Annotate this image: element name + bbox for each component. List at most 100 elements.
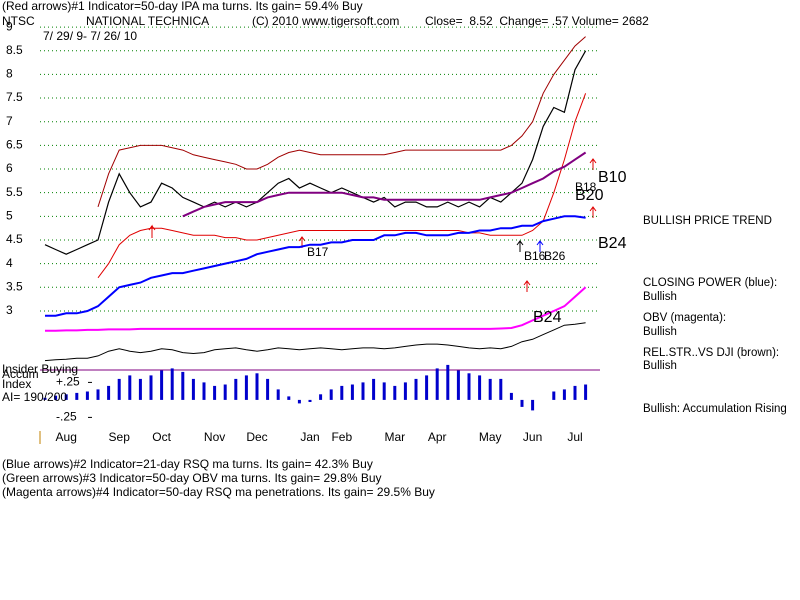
bar bbox=[255, 373, 259, 400]
date-range: 7/ 29/ 9- 7/ 26/ 10 bbox=[43, 29, 137, 43]
bar bbox=[117, 378, 121, 400]
footer-line: (Green arrows)#3 Indicator=50-day OBV ma… bbox=[2, 471, 382, 485]
series-line bbox=[44, 50, 587, 255]
series-line bbox=[97, 93, 587, 279]
bar bbox=[75, 392, 79, 400]
y-tick-label: 6.5 bbox=[6, 138, 23, 152]
bar bbox=[403, 382, 407, 400]
y-tick-label: 7 bbox=[6, 114, 13, 128]
annotation: B26 bbox=[544, 249, 566, 263]
bar bbox=[138, 378, 142, 400]
copyright: (C) 2010 www.tigersoft.com bbox=[252, 14, 399, 28]
series-line bbox=[45, 215, 586, 317]
y-tick-label: +.25 bbox=[56, 375, 80, 389]
bar bbox=[584, 384, 588, 400]
company-name: NATIONAL TECHNICA bbox=[86, 14, 209, 28]
bar bbox=[446, 364, 450, 400]
footer-line: (Magenta arrows)#4 Indicator=50-day RSQ … bbox=[2, 485, 435, 499]
annotation: B18 bbox=[575, 180, 597, 194]
annotation: B16 bbox=[524, 249, 546, 263]
bar bbox=[531, 399, 535, 411]
bar bbox=[223, 384, 227, 400]
x-tick-label: Aug bbox=[56, 430, 77, 444]
symbol: NTSC bbox=[2, 14, 35, 28]
bar bbox=[350, 384, 354, 400]
y-tick-label: 5.5 bbox=[6, 185, 23, 199]
x-tick-label: Apr bbox=[428, 430, 447, 444]
side-label: BULLISH PRICE TREND bbox=[643, 215, 772, 227]
bar bbox=[509, 392, 513, 400]
bar bbox=[329, 389, 333, 400]
side-label: REL.STR..VS DJI (brown): bbox=[643, 347, 779, 359]
x-tick-label: Oct bbox=[152, 430, 171, 444]
bar bbox=[107, 385, 111, 400]
bar bbox=[393, 385, 397, 400]
y-tick-label: 6 bbox=[6, 161, 13, 175]
side-label: Bullish bbox=[643, 360, 677, 372]
side-label: OBV (magenta): bbox=[643, 312, 726, 324]
bar bbox=[435, 368, 439, 400]
bar bbox=[96, 389, 100, 400]
y-tick-label: 3 bbox=[6, 303, 13, 317]
x-tick-label: Dec bbox=[246, 430, 267, 444]
bar bbox=[244, 375, 248, 400]
bar bbox=[573, 385, 577, 400]
annotation: B17 bbox=[307, 245, 329, 259]
bar bbox=[499, 378, 503, 400]
x-tick-label: Nov bbox=[204, 430, 225, 444]
bar bbox=[562, 389, 566, 400]
bar bbox=[85, 391, 89, 400]
panel-label: AI= 190/200 bbox=[2, 390, 67, 404]
side-label: CLOSING POWER (blue): bbox=[643, 277, 777, 289]
annotation: B10 bbox=[598, 169, 627, 186]
bar bbox=[202, 382, 206, 400]
panel-label: Index bbox=[2, 377, 31, 391]
bar bbox=[361, 382, 365, 400]
bar bbox=[170, 368, 174, 400]
bar bbox=[160, 370, 164, 400]
bar bbox=[149, 375, 153, 400]
bar bbox=[297, 399, 301, 404]
y-tick-label: 8.5 bbox=[6, 43, 23, 57]
bar bbox=[266, 378, 270, 400]
y-tick-label: 7.5 bbox=[6, 90, 23, 104]
series-line bbox=[44, 322, 586, 362]
series-line bbox=[182, 151, 587, 218]
x-tick-label: Mar bbox=[384, 430, 405, 444]
bar bbox=[276, 389, 280, 400]
quote: Close= 8.52 Change= .57 Volume= 2682 bbox=[425, 14, 649, 28]
annotation: B20 bbox=[575, 187, 604, 204]
panel-label: Insider Buying bbox=[2, 362, 78, 376]
bar bbox=[552, 391, 556, 400]
x-tick-label: Jun bbox=[523, 430, 542, 444]
bar bbox=[414, 378, 418, 400]
bar bbox=[287, 396, 291, 400]
side-label: Bullish: Accumulation Rising bbox=[643, 403, 787, 415]
annotation: B24 bbox=[598, 235, 627, 252]
bar bbox=[319, 394, 323, 400]
bar bbox=[488, 378, 492, 400]
annotation: B24 bbox=[533, 309, 562, 326]
bar bbox=[64, 394, 68, 400]
bar bbox=[191, 378, 195, 400]
bar bbox=[234, 378, 238, 400]
bar bbox=[372, 378, 376, 400]
y-tick-label: 8 bbox=[6, 67, 13, 81]
bar bbox=[467, 373, 471, 400]
y-tick-label: 4.5 bbox=[6, 232, 23, 246]
bar bbox=[520, 399, 524, 407]
bar bbox=[456, 370, 460, 400]
y-tick-label: 4 bbox=[6, 256, 13, 270]
x-tick-label: Jul bbox=[567, 430, 582, 444]
bar bbox=[382, 382, 386, 400]
panel-label: Accum bbox=[2, 367, 39, 381]
bar bbox=[54, 395, 58, 400]
y-tick-label: 3.5 bbox=[6, 279, 23, 293]
side-label: Bullish bbox=[643, 291, 677, 303]
series-line bbox=[97, 36, 586, 208]
bar bbox=[43, 397, 47, 400]
y-tick-label: -.25 bbox=[56, 410, 77, 424]
side-label: Bullish bbox=[643, 326, 677, 338]
bar bbox=[213, 385, 217, 400]
